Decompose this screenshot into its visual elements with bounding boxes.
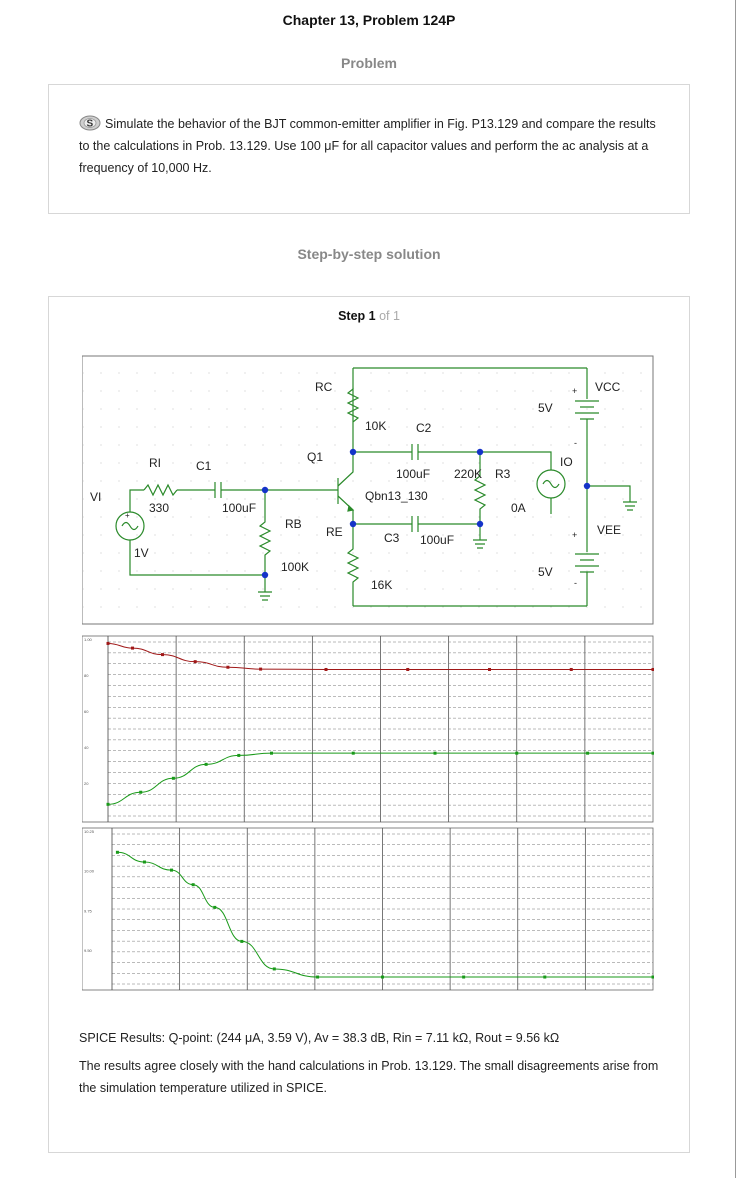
y-tick-label: 40	[84, 745, 89, 750]
y-tick-label: 60	[84, 709, 89, 714]
problem-heading: Problem	[340, 55, 397, 71]
label-c2: C2	[416, 421, 432, 435]
series-marker	[651, 751, 654, 755]
label-c3-value: 100uF	[420, 533, 454, 547]
label-r3-value: 220K	[454, 467, 482, 481]
series-marker	[324, 667, 328, 671]
label-vi-value: 1V	[134, 546, 149, 560]
label-vee-value: 5V	[538, 565, 553, 579]
label-vcc-value: 5V	[538, 401, 553, 415]
label-rc: RC	[315, 380, 333, 394]
solution-box: Step 1 of 1	[48, 296, 690, 1153]
label-c3: C3	[384, 531, 400, 545]
series-marker	[651, 975, 654, 979]
problem-statement: S Simulate the behavior of the BJT commo…	[79, 113, 664, 179]
label-c1-value: 100uF	[222, 501, 256, 515]
series-marker	[226, 665, 230, 669]
series-marker	[106, 641, 110, 645]
series-marker	[171, 776, 175, 780]
series-marker	[142, 860, 146, 864]
label-minus-vee: -	[574, 578, 577, 588]
series-marker	[651, 667, 654, 671]
conclusion: The results agree closely with the hand …	[79, 1059, 659, 1095]
y-tick-label: 20	[84, 781, 89, 786]
label-r3: R3	[495, 467, 511, 481]
series-marker	[170, 868, 174, 872]
label-vee: VEE	[597, 523, 621, 537]
page-title: Chapter 13, Problem 124P	[282, 12, 456, 28]
label-plus-vi: +	[125, 511, 130, 520]
label-re: RE	[326, 525, 343, 539]
plot-gain: 1.00 80 60 40 20	[82, 635, 654, 823]
problem-box: S Simulate the behavior of the BJT commo…	[48, 84, 690, 214]
series-marker	[515, 751, 519, 755]
series-line	[107, 752, 653, 805]
spice-figure: VI 1V RI 330 C1 100uF RB 100K Q1 Qbn13_1…	[82, 355, 654, 991]
series-marker	[586, 751, 590, 755]
series-marker	[270, 751, 273, 755]
y-tick-label: 80	[84, 673, 89, 678]
series-marker	[433, 751, 437, 755]
series-marker	[488, 667, 491, 671]
y-tick-label: 10.25	[84, 829, 95, 834]
page-divider	[735, 0, 736, 1178]
series-marker	[462, 975, 466, 979]
problem-text: Simulate the behavior of the BJT common-…	[79, 117, 656, 175]
series-marker	[240, 939, 244, 943]
results-section: SPICE Results: Q-point: (244 μA, 3.59 V)…	[79, 1027, 669, 1105]
label-io-value: 0A	[511, 501, 526, 515]
y-tick-label: 9.50	[84, 948, 93, 953]
circuit-schematic: VI 1V RI 330 C1 100uF RB 100K Q1 Qbn13_1…	[82, 355, 654, 625]
series-marker	[351, 751, 355, 755]
plot-frame	[82, 635, 654, 823]
step-number: 1	[368, 309, 376, 323]
series-marker	[237, 753, 241, 757]
label-rb-value: 100K	[281, 560, 309, 574]
series-marker	[204, 762, 208, 766]
step-of: of 1	[379, 309, 400, 323]
series-marker	[106, 802, 110, 806]
step-indicator: Step 1 of 1	[49, 309, 689, 323]
y-tick-label: 10.00	[84, 869, 95, 874]
series-marker	[316, 975, 320, 979]
series-line	[107, 642, 653, 670]
svg-text:S: S	[87, 119, 94, 130]
label-re-value: 16K	[371, 578, 392, 592]
spice-logo-icon: S	[79, 115, 101, 131]
y-tick-label: 9.75	[84, 908, 93, 913]
label-rb: RB	[285, 517, 302, 531]
label-rc-value: 10K	[365, 419, 386, 433]
series-marker	[193, 660, 197, 664]
plot-resistance: 10.25 10.00 9.75 9.50	[82, 827, 654, 991]
series-marker	[406, 667, 410, 671]
series-marker	[543, 975, 547, 979]
label-c1: C1	[196, 459, 212, 473]
y-tick-label: 1.00	[84, 637, 93, 642]
series-marker	[161, 653, 164, 657]
label-plus-vee: +	[572, 530, 577, 540]
label-vcc: VCC	[595, 380, 621, 394]
series-marker	[115, 850, 119, 854]
series-marker	[259, 667, 263, 671]
label-c2-value: 100uF	[396, 467, 430, 481]
label-io: IO	[560, 455, 573, 469]
solution-heading: Step-by-step solution	[297, 246, 441, 262]
label-ri: RI	[149, 456, 161, 470]
series-marker	[213, 905, 217, 909]
series-marker	[569, 667, 573, 671]
step-label: Step	[338, 309, 366, 323]
spice-results: SPICE Results: Q-point: (244 μA, 3.59 V)…	[79, 1031, 560, 1045]
series-marker	[381, 975, 384, 979]
label-plus-vcc: +	[572, 386, 577, 396]
label-vi: VI	[90, 490, 101, 504]
label-minus-vcc: -	[574, 438, 577, 448]
label-q1: Q1	[307, 450, 323, 464]
series-marker	[191, 883, 195, 887]
series-marker	[272, 967, 276, 971]
label-ri-value: 330	[149, 501, 169, 515]
series-marker	[139, 790, 143, 794]
series-marker	[131, 646, 135, 650]
label-qmodel: Qbn13_130	[365, 489, 428, 503]
